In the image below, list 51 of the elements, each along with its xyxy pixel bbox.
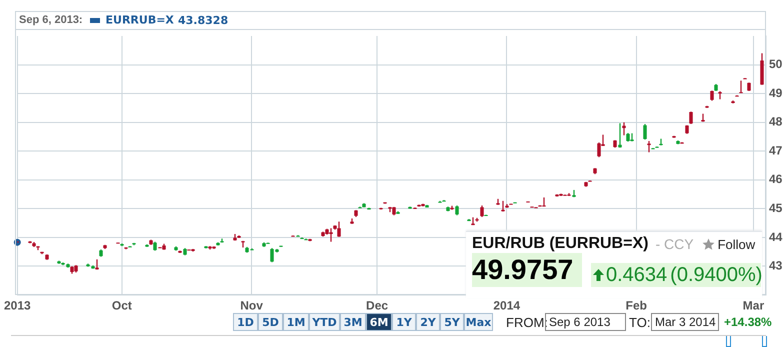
legend-label: EURRUB=X [106,13,174,26]
text: FROM: [506,315,548,330]
range-button: 1D [233,313,258,331]
x-tick-label: 2014 [493,298,520,313]
range-button: 5Y [440,313,464,331]
range-button: Max [464,313,493,331]
candlestick [739,80,743,94]
x-tick-label: 2013 [4,298,32,313]
candlestick [643,123,647,140]
y-tick-label: 49 [769,86,783,100]
annotation: 49.9757 [472,253,582,287]
x-tick-label: Dec [366,298,388,313]
y-tick-label: 47 [769,143,783,158]
x-tick-label: Nov [240,298,264,313]
text: +14.38% [724,315,772,329]
range-button: 6M [366,313,392,331]
candlestick [710,90,714,102]
range-button: 3M [340,313,366,331]
text: - CCY [655,236,694,252]
annotation: (0.9400%) [670,264,762,286]
y-tick-label: 48 [769,114,783,129]
y-tick-label: 46 [769,172,783,186]
y-tick-label: 45 [769,200,783,215]
candlestick [622,122,626,136]
x-tick-label: Oct [112,298,132,313]
range-button: 1Y [392,313,416,331]
candlestick [618,122,622,148]
candlestick [542,196,546,208]
range-button: 5D [258,313,283,331]
annotation: Follow [718,236,756,252]
candlestick [329,228,333,242]
y-tick-label: 44 [769,230,783,244]
annotation: 0.4634 [606,264,668,286]
candlestick [337,221,341,238]
date-field: Sep 6 2013 [545,313,626,331]
text: TO: [629,315,650,330]
text: 43.8328 [178,14,228,27]
candlestick [647,140,651,153]
range-button: YTD [309,313,340,331]
text: EUR/RUB (EURRUB=X) [472,235,648,253]
candlestick [455,204,459,216]
text: Sep 6, 2013: [19,14,83,26]
candlestick [480,204,484,218]
x-tick-label: Feb [626,298,648,313]
x-tick-label: Mar [742,298,764,313]
y-tick-label: 50 [769,57,783,72]
date-field: Mar 3 2014 [651,313,719,331]
y-tick-label: 43 [769,258,783,273]
candlestick [689,111,693,125]
range-button: 1M [283,313,309,331]
range-button: 2Y [416,313,440,331]
